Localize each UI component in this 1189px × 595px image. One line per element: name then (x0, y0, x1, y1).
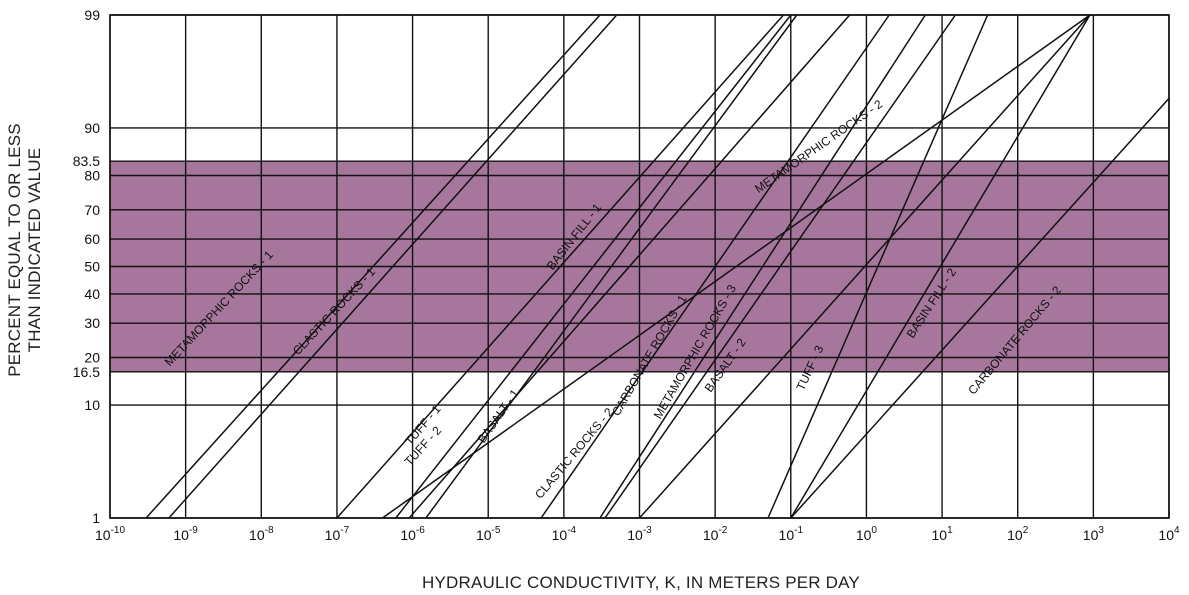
y-axis-title-line-1: PERCENT EQUAL TO OR LESS (5, 123, 24, 377)
y-tick-label: 40 (84, 286, 100, 302)
series-line-metamorphic-rocks-3 (599, 14, 926, 519)
x-tick-label: 100 (856, 525, 878, 543)
series-line-basalt-2 (638, 14, 1091, 519)
x-tick-label: 10-6 (400, 525, 425, 543)
series-line-basin-fill-1 (408, 14, 851, 519)
series-line-tuff-1 (336, 14, 785, 519)
series-line-metamorphic-rocks-2 (382, 14, 1091, 519)
series-line-basalt-1 (425, 14, 798, 519)
x-tick-label: 10-8 (249, 525, 274, 543)
series-line-clastic-rocks-1 (168, 14, 618, 519)
series-line-tuff-3 (767, 14, 989, 519)
x-tick-label: 10-1 (779, 525, 804, 543)
y-axis-title-line-2: THAN INDICATED VALUE (25, 148, 44, 353)
y-tick-label: 10 (84, 397, 100, 413)
y-tick-label: 1 (92, 510, 100, 526)
y-tick-label: 50 (84, 259, 100, 275)
x-tick-label: 10-9 (173, 525, 198, 543)
series-line-clastic-rocks-2 (604, 14, 957, 519)
x-tick-label: 10-10 (95, 525, 125, 543)
y-tick-label: 99 (84, 7, 100, 23)
y-tick-label: 83.5 (73, 153, 100, 169)
x-tick-label: 10-3 (627, 525, 652, 543)
series-line-tuff-2 (395, 14, 792, 519)
series-line-carbonate-rocks-1 (540, 14, 890, 519)
series-line-basin-fill-2 (790, 14, 1091, 519)
x-tick-label: 103 (1083, 525, 1105, 543)
x-tick-label: 10-4 (552, 525, 577, 543)
x-axis-title: HYDRAULIC CONDUCTIVITY, K, IN METERS PER… (422, 573, 860, 592)
y-tick-label: 20 (84, 349, 100, 365)
series-line-carbonate-rocks-2 (790, 97, 1170, 519)
series-line-metamorphic-rocks-1 (145, 14, 601, 519)
y-tick-label: 90 (84, 120, 100, 136)
y-tick-label: 80 (84, 168, 100, 184)
y-tick-label: 70 (84, 202, 100, 218)
x-tick-label: 104 (1158, 525, 1180, 543)
x-tick-label: 102 (1007, 525, 1029, 543)
y-tick-label: 30 (84, 315, 100, 331)
x-tick-label: 10-5 (476, 525, 501, 543)
y-tick-label: 60 (84, 231, 100, 247)
y-tick-label: 16.5 (73, 364, 100, 380)
x-tick-label: 101 (932, 525, 954, 543)
x-tick-label: 10-7 (325, 525, 350, 543)
x-tick-label: 10-2 (703, 525, 728, 543)
